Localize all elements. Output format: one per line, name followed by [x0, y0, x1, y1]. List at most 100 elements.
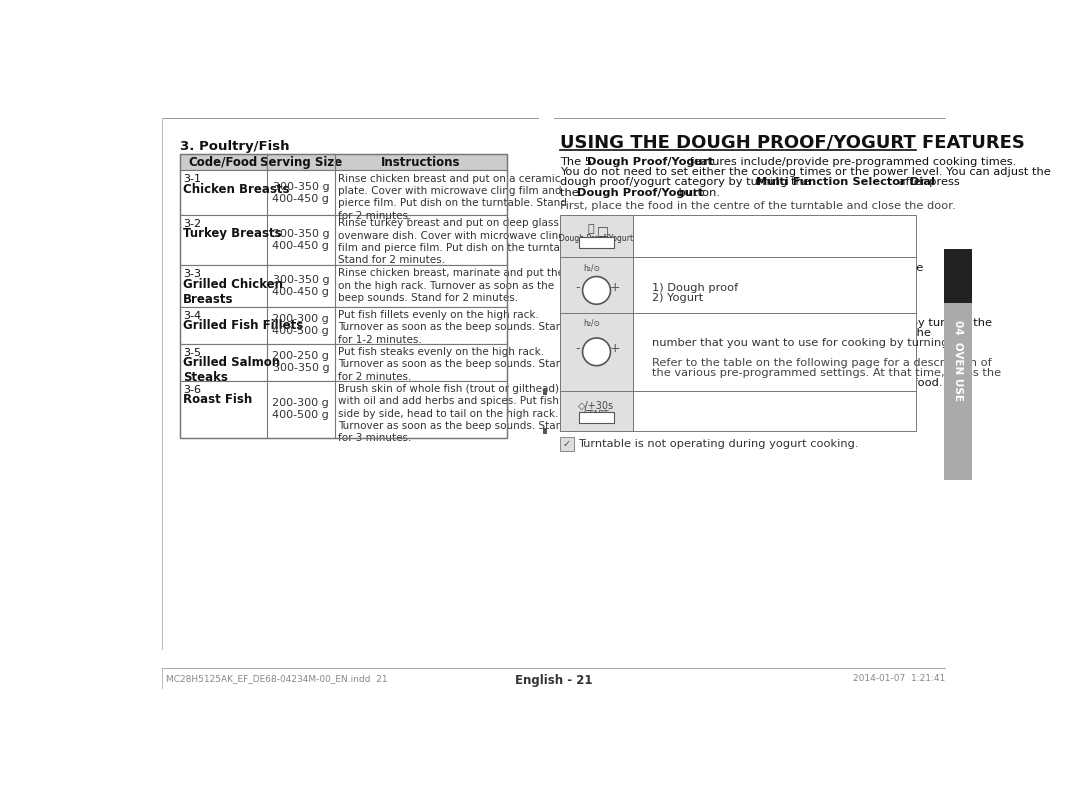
- Text: Function Selector Dial: Function Selector Dial: [652, 272, 794, 283]
- Bar: [180, 265, 507, 307]
- Text: Brush skin of whole fish (trout or gilthead)
with oil and add herbs and spices. : Brush skin of whole fish (trout or gilth…: [338, 384, 569, 444]
- Text: 3-2: 3-2: [183, 219, 201, 229]
- Bar: [180, 154, 507, 438]
- Text: 3-6: 3-6: [183, 385, 201, 394]
- Text: Press the: Press the: [656, 402, 712, 412]
- Text: -: -: [576, 281, 580, 294]
- Text: 🍵: 🍵: [588, 224, 594, 234]
- Text: Code/Food: Code/Food: [189, 155, 258, 169]
- Text: -: -: [576, 342, 580, 356]
- Text: h₂/⊙: h₂/⊙: [583, 318, 600, 328]
- Text: Rinse turkey breast and put on deep glass
ovenware dish. Cover with microwave cl: Rinse turkey breast and put on deep glas…: [338, 219, 579, 265]
- Bar: [559, 391, 916, 431]
- Bar: [944, 249, 972, 303]
- Text: First, place the food in the centre of the turntable and close the door.: First, place the food in the centre of t…: [559, 201, 956, 211]
- Text: USING THE DOUGH PROOF/YOGURT FEATURES: USING THE DOUGH PROOF/YOGURT FEATURES: [559, 134, 1025, 151]
- Text: 3. Poultry/Fish: 3. Poultry/Fish: [180, 139, 289, 153]
- Text: Refer to the table on the following page for a description of: Refer to the table on the following page…: [652, 358, 991, 368]
- Text: 300-350 g
400-450 g: 300-350 g 400-450 g: [272, 230, 329, 251]
- Text: the various pre-programmed settings. At that time, press the: the various pre-programmed settings. At …: [652, 368, 1001, 378]
- Text: Grilled Chicken
Breasts: Grilled Chicken Breasts: [183, 277, 283, 306]
- Text: 300-350 g
400-450 g: 300-350 g 400-450 g: [272, 182, 329, 204]
- Text: □: □: [597, 224, 609, 237]
- Text: Put fish fillets evenly on the high rack.
Turnover as soon as the beep sounds. S: Put fish fillets evenly on the high rack…: [338, 310, 569, 345]
- Text: 200-300 g
400-500 g: 200-300 g 400-500 g: [272, 314, 329, 336]
- Text: 3-5: 3-5: [183, 348, 201, 358]
- Bar: [559, 391, 633, 431]
- Text: Multi Function Selector Dial: Multi Function Selector Dial: [652, 328, 831, 338]
- Bar: [180, 154, 507, 170]
- Text: 4.: 4.: [639, 402, 660, 412]
- Text: Instructions: Instructions: [381, 155, 461, 169]
- Text: Multi Function Selector Dial: Multi Function Selector Dial: [756, 177, 935, 188]
- Text: features include/provide pre-programmed cooking times.: features include/provide pre-programmed …: [686, 157, 1016, 166]
- Text: Chicken Breasts: Chicken Breasts: [183, 183, 289, 196]
- Text: The 5: The 5: [559, 157, 595, 166]
- Text: START/+30s: START/+30s: [699, 402, 775, 412]
- Text: . You have to choose the: . You have to choose the: [791, 328, 931, 338]
- Text: 300-350 g
400-450 g: 300-350 g 400-450 g: [272, 275, 329, 297]
- Text: button.: button.: [758, 402, 802, 412]
- Text: 3-4: 3-4: [183, 310, 201, 321]
- Text: Roast Fish: Roast Fish: [183, 393, 253, 406]
- Bar: [559, 257, 633, 313]
- Bar: [543, 389, 548, 395]
- Bar: [579, 237, 615, 248]
- Text: to select the type of food.: to select the type of food.: [791, 378, 942, 388]
- Circle shape: [582, 276, 610, 304]
- Text: 04  OVEN USE: 04 OVEN USE: [953, 320, 963, 402]
- Text: 1) Dough proof: 1) Dough proof: [652, 283, 738, 292]
- Text: .: .: [791, 348, 794, 358]
- Bar: [543, 428, 548, 434]
- Text: Multi: Multi: [866, 262, 899, 272]
- Text: 3-1: 3-1: [183, 174, 201, 185]
- Bar: [180, 215, 507, 265]
- Text: Select the type of food that you are cooking by turning the: Select the type of food that you are coo…: [656, 318, 993, 328]
- Text: You do not need to set either the cooking times or the power level. You can adju: You do not need to set either the cookin…: [559, 167, 1051, 177]
- Text: 2.: 2.: [639, 262, 660, 272]
- Text: 1.: 1.: [639, 222, 660, 232]
- Text: Press the: Press the: [656, 222, 711, 232]
- Text: Dough Proof: Dough Proof: [699, 222, 779, 232]
- Text: Put fish steaks evenly on the high rack.
Turnover as soon as the beep sounds. St: Put fish steaks evenly on the high rack.…: [338, 347, 569, 382]
- Text: h₂/⊙: h₂/⊙: [583, 263, 600, 272]
- Text: START: START: [583, 409, 609, 419]
- Text: 3-3: 3-3: [183, 269, 201, 279]
- Text: Dough Proof/Yogurt: Dough Proof/Yogurt: [577, 188, 704, 198]
- Text: button.: button.: [675, 188, 720, 198]
- Bar: [559, 257, 916, 313]
- Text: .: .: [762, 272, 766, 283]
- Bar: [579, 412, 615, 423]
- Text: Grilled Salmon
Steaks: Grilled Salmon Steaks: [183, 356, 280, 384]
- Text: ◇/+30s: ◇/+30s: [579, 400, 615, 410]
- Text: 2014-01-07 ⁯ 1:21:41: 2014-01-07 ⁯ 1:21:41: [852, 674, 945, 683]
- Text: Multi Function Selector Dial: Multi Function Selector Dial: [652, 348, 831, 358]
- Text: button.: button.: [797, 222, 841, 232]
- Text: Serving Size: Serving Size: [259, 155, 342, 169]
- Bar: [180, 170, 507, 215]
- Bar: [559, 437, 573, 451]
- Text: English - 21: English - 21: [515, 674, 592, 687]
- Bar: [180, 381, 507, 438]
- Text: number that you want to use for cooking by turning the: number that you want to use for cooking …: [652, 338, 971, 348]
- Text: 3.: 3.: [639, 318, 660, 328]
- Text: Rinse chicken breast, marinate and put them
on the high rack. Turnover as soon a: Rinse chicken breast, marinate and put t…: [338, 268, 575, 303]
- Text: Select the Dough Proof or Yogurt and press the: Select the Dough Proof or Yogurt and pre…: [656, 262, 927, 272]
- Bar: [559, 215, 633, 257]
- Text: Rinse chicken breast and put on a ceramic
plate. Cover with microwave cling film: Rinse chicken breast and put on a cerami…: [338, 173, 567, 221]
- Text: after press: after press: [895, 177, 959, 188]
- Text: Turntable is not operating during yogurt cooking.: Turntable is not operating during yogurt…: [578, 440, 859, 449]
- Text: ✓: ✓: [563, 440, 570, 449]
- Bar: [180, 307, 507, 344]
- Text: Yogurt: Yogurt: [764, 222, 806, 232]
- Text: /: /: [760, 222, 765, 232]
- Text: Turkey Breasts: Turkey Breasts: [183, 227, 282, 241]
- Text: +: +: [610, 281, 620, 294]
- Text: dough proof/yogurt category by turning the: dough proof/yogurt category by turning t…: [559, 177, 813, 188]
- Bar: [559, 313, 916, 391]
- Text: 200-300 g
400-500 g: 200-300 g 400-500 g: [272, 398, 329, 420]
- Bar: [559, 215, 916, 257]
- Text: 200-250 g
300-350 g: 200-250 g 300-350 g: [272, 352, 329, 373]
- Bar: [944, 303, 972, 480]
- Text: +: +: [610, 342, 620, 356]
